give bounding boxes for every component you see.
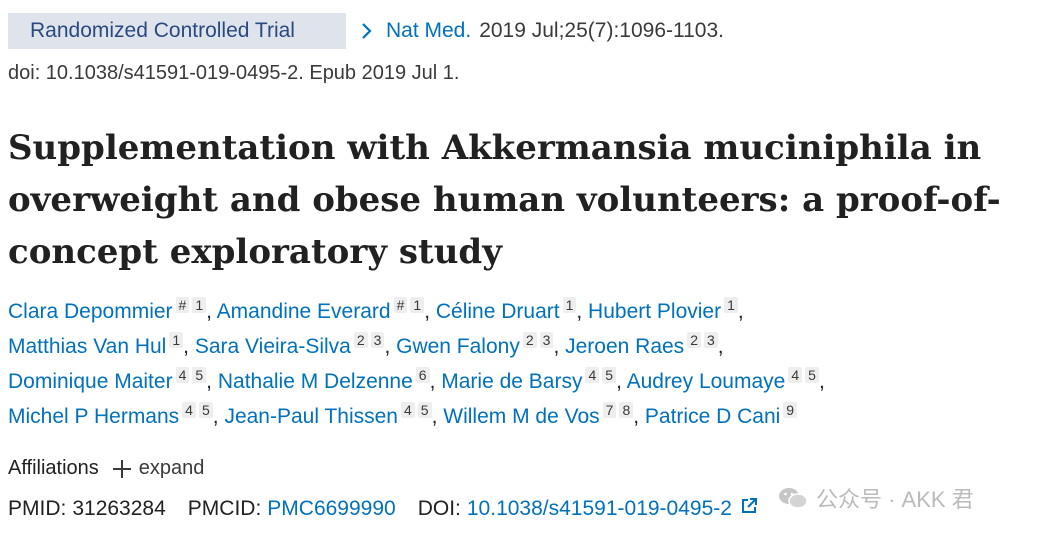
doi-label: DOI: xyxy=(417,497,461,520)
affiliations-row: Affiliations expand xyxy=(8,457,204,480)
affiliation-ref[interactable]: 2 xyxy=(353,332,368,348)
author-link[interactable]: Céline Druart xyxy=(435,300,560,323)
affiliation-ref[interactable]: 4 xyxy=(788,367,803,383)
affiliation-ref[interactable]: 3 xyxy=(539,332,554,348)
affiliation-ref[interactable]: 9 xyxy=(783,402,798,418)
author-link[interactable]: Marie de Barsy xyxy=(441,370,583,393)
pmcid-link[interactable]: PMC6699990 xyxy=(267,497,396,520)
author-link[interactable]: Sara Vieira-Silva xyxy=(194,335,351,358)
author-link[interactable]: Audrey Loumaye xyxy=(626,370,786,393)
affiliation-ref[interactable]: 4 xyxy=(182,402,196,418)
doi-link[interactable]: 10.1038/s41591-019-0495-2 xyxy=(466,497,732,520)
affiliation-ref[interactable]: 1 xyxy=(169,332,184,348)
author-link[interactable]: Michel P Hermans xyxy=(8,405,180,428)
affiliation-ref[interactable]: 3 xyxy=(370,332,385,348)
author-link[interactable]: Clara Depommier xyxy=(8,300,173,323)
affiliation-ref[interactable]: 8 xyxy=(619,402,634,418)
identifiers-row: PMID: 31263284 PMCID: PMC6699990 DOI: 10… xyxy=(8,497,758,521)
author-link[interactable]: Jeroen Raes xyxy=(565,335,685,358)
expand-label: expand xyxy=(138,457,205,479)
plus-icon xyxy=(112,459,131,478)
author-link[interactable]: Willem M de Vos xyxy=(443,405,600,428)
wechat-icon xyxy=(779,488,808,509)
affiliation-ref[interactable]: 5 xyxy=(417,402,432,418)
affiliation-ref[interactable]: 5 xyxy=(805,367,819,383)
affiliation-ref[interactable]: 3 xyxy=(703,332,718,348)
affiliation-ref[interactable]: 4 xyxy=(401,402,415,418)
affiliations-label: Affiliations xyxy=(8,457,99,479)
author-link[interactable]: Patrice D Cani xyxy=(644,405,781,428)
affiliation-ref[interactable]: 4 xyxy=(585,367,600,383)
pmcid-label: PMCID: xyxy=(187,497,262,520)
chevron-right-icon[interactable] xyxy=(360,13,380,49)
affiliation-ref[interactable]: 2 xyxy=(522,332,537,348)
watermark-text: 公众号 · AKK 君 xyxy=(816,487,974,512)
author-link[interactable]: Dominique Maiter xyxy=(8,370,173,393)
author-link[interactable]: Gwen Falony xyxy=(396,335,520,358)
affiliation-ref[interactable]: 5 xyxy=(192,367,207,383)
affiliation-ref[interactable]: 1 xyxy=(410,297,425,313)
affiliation-ref[interactable]: 6 xyxy=(415,367,430,383)
affiliation-ref[interactable]: 1 xyxy=(562,297,577,313)
author-link[interactable]: Nathalie M Delzenne xyxy=(217,370,413,393)
affiliation-ref[interactable]: # xyxy=(393,297,408,313)
article-title: Supplementation with Akkermansia mucinip… xyxy=(8,128,1001,272)
affiliation-ref[interactable]: 4 xyxy=(175,367,190,383)
expand-affiliations-button[interactable]: expand xyxy=(112,457,205,480)
publication-type-badge[interactable]: Randomized Controlled Trial xyxy=(8,13,346,49)
affiliation-ref[interactable]: 2 xyxy=(687,332,701,348)
citation-text: 2019 Jul;25(7):1096-1103. xyxy=(479,19,724,42)
pmid-value: 31263284 xyxy=(72,497,166,520)
author-link[interactable]: Jean-Paul Thissen xyxy=(224,405,398,428)
affiliation-ref[interactable]: 5 xyxy=(198,402,213,418)
author-link[interactable]: Amandine Everard xyxy=(216,300,391,323)
watermark: 公众号 · AKK 君 xyxy=(778,482,974,514)
affiliation-ref[interactable]: 1 xyxy=(192,297,207,313)
author-link[interactable]: Matthias Van Hul xyxy=(8,335,167,358)
affiliation-ref[interactable]: 1 xyxy=(724,297,738,313)
journal-link[interactable]: Nat Med. xyxy=(386,19,472,42)
publication-header: Randomized Controlled Trial Nat Med. 201… xyxy=(8,13,724,49)
authors-list: Clara Depommier #1, Amandine Everard #1, C… xyxy=(8,297,825,428)
author-link[interactable]: Hubert Plovier xyxy=(588,300,722,323)
external-link-icon[interactable] xyxy=(740,497,758,521)
affiliation-ref[interactable]: 5 xyxy=(602,367,617,383)
doi-epub-line: doi: 10.1038/s41591-019-0495-2. Epub 201… xyxy=(8,62,460,84)
pmid-label: PMID: xyxy=(8,497,67,520)
affiliation-ref[interactable]: 7 xyxy=(602,402,617,418)
affiliation-ref[interactable]: # xyxy=(175,297,190,313)
